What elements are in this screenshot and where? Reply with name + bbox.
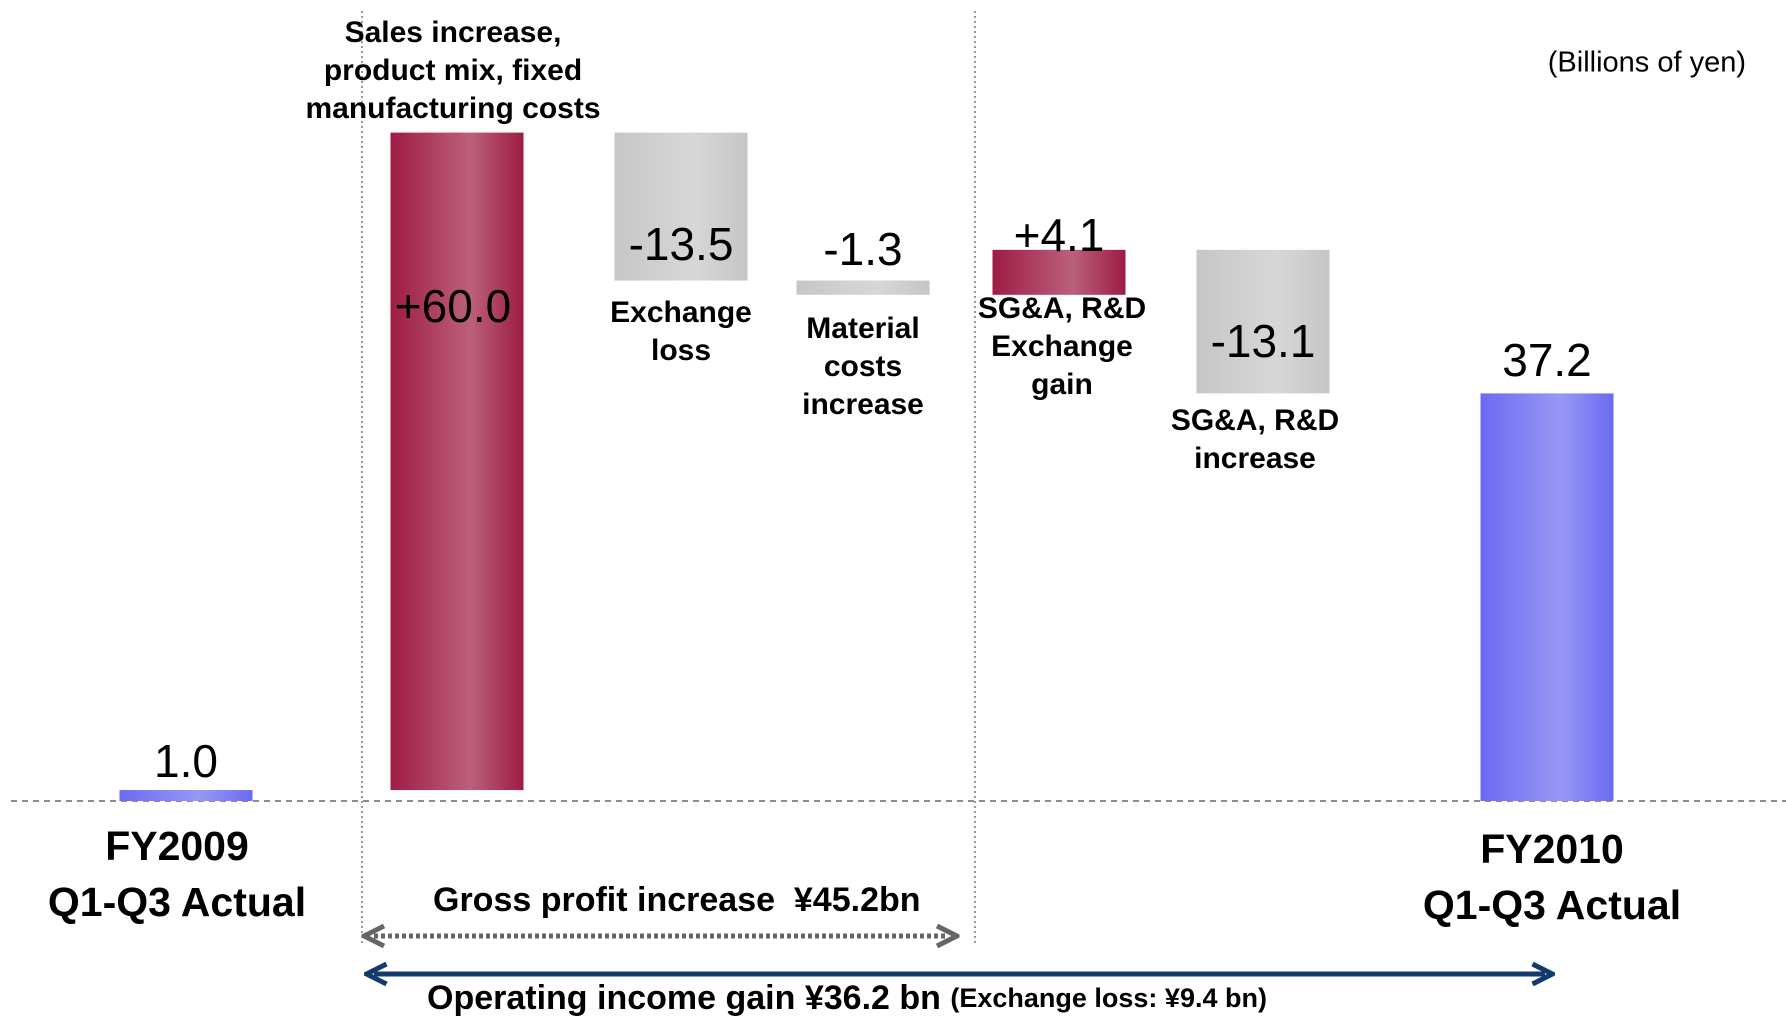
bar-sheen	[614, 132, 748, 281]
annotation-note: (Exchange loss: ¥9.4 bn)	[950, 983, 1267, 1013]
annotation: Gross profit increase ¥45.2bn	[433, 881, 921, 919]
value-label: -1.3	[823, 223, 902, 275]
value-label: 1.0	[154, 735, 218, 787]
bar-sheen	[992, 249, 1126, 295]
category-label: product mix, fixed	[324, 54, 582, 87]
annotation: Operating income gain ¥36.2 bn (Exchange…	[427, 979, 1267, 1017]
value-label: -13.5	[629, 218, 734, 270]
category-label: loss	[651, 334, 711, 367]
bar-sheen	[119, 790, 253, 801]
category-label: manufacturing costs	[305, 92, 600, 125]
category-label: FY2010	[1480, 826, 1624, 872]
category-label: Exchange	[610, 296, 752, 329]
category-label: Q1-Q3 Actual	[48, 879, 306, 925]
category-label: SG&A, R&D	[1171, 404, 1339, 437]
category-label: increase	[802, 388, 924, 421]
category-label: Material	[806, 312, 919, 345]
value-label: 37.2	[1502, 334, 1592, 386]
annotation-main: Operating income gain ¥36.2 bn	[427, 979, 950, 1017]
value-label: +4.1	[1014, 209, 1105, 261]
bar-sheen	[1196, 249, 1330, 394]
unit-label: (Billions of yen)	[1548, 47, 1746, 79]
category-label: FY2009	[105, 823, 249, 869]
value-label: -13.1	[1211, 315, 1316, 367]
category-label: Exchange	[991, 330, 1133, 363]
category-label: SG&A, R&D	[978, 292, 1146, 325]
bar-sheen	[1480, 393, 1614, 801]
bar-sheen	[796, 280, 930, 295]
bar-sheen	[390, 132, 524, 791]
category-label: gain	[1031, 368, 1093, 401]
category-label: increase	[1194, 442, 1316, 475]
category-label: Q1-Q3 Actual	[1423, 882, 1681, 928]
category-label: costs	[824, 350, 902, 383]
category-label: Sales increase,	[345, 16, 562, 49]
value-label: +60.0	[395, 280, 511, 332]
